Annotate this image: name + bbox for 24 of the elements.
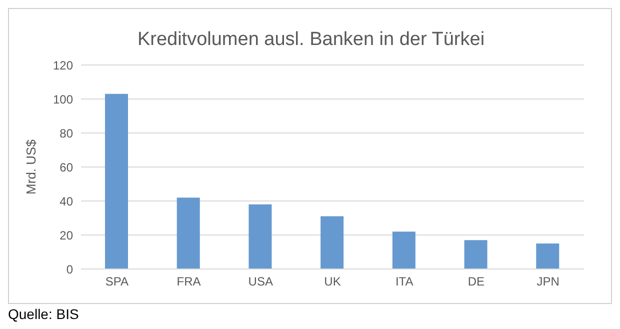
y-tick-label: 40 xyxy=(60,194,74,208)
x-tick-label: UK xyxy=(324,274,341,289)
x-tick-label: JPN xyxy=(536,274,560,289)
x-tick-label: ITA xyxy=(395,274,414,289)
bar xyxy=(248,204,272,269)
y-tick-label: 0 xyxy=(66,262,74,276)
x-tick-label: FRA xyxy=(176,274,201,289)
x-tick-label: DE xyxy=(468,274,485,289)
bar xyxy=(320,216,344,269)
bar xyxy=(536,244,560,269)
y-tick-label: 120 xyxy=(52,58,74,72)
y-tick-label: 100 xyxy=(52,92,74,106)
x-tick-label: USA xyxy=(248,274,273,289)
source-note: Quelle: BIS xyxy=(8,306,80,322)
bar xyxy=(392,232,416,269)
y-axis-title: Mrd. US$ xyxy=(24,138,39,194)
x-tick-label: SPA xyxy=(105,274,128,289)
bar xyxy=(105,94,128,269)
chart-title: Kreditvolumen ausl. Banken in der Türkei xyxy=(136,29,486,51)
y-tick-label: 20 xyxy=(60,228,74,242)
bar xyxy=(176,198,200,269)
y-tick-label: 80 xyxy=(60,126,74,140)
y-tick-label: 60 xyxy=(60,160,74,174)
bar xyxy=(464,240,488,269)
